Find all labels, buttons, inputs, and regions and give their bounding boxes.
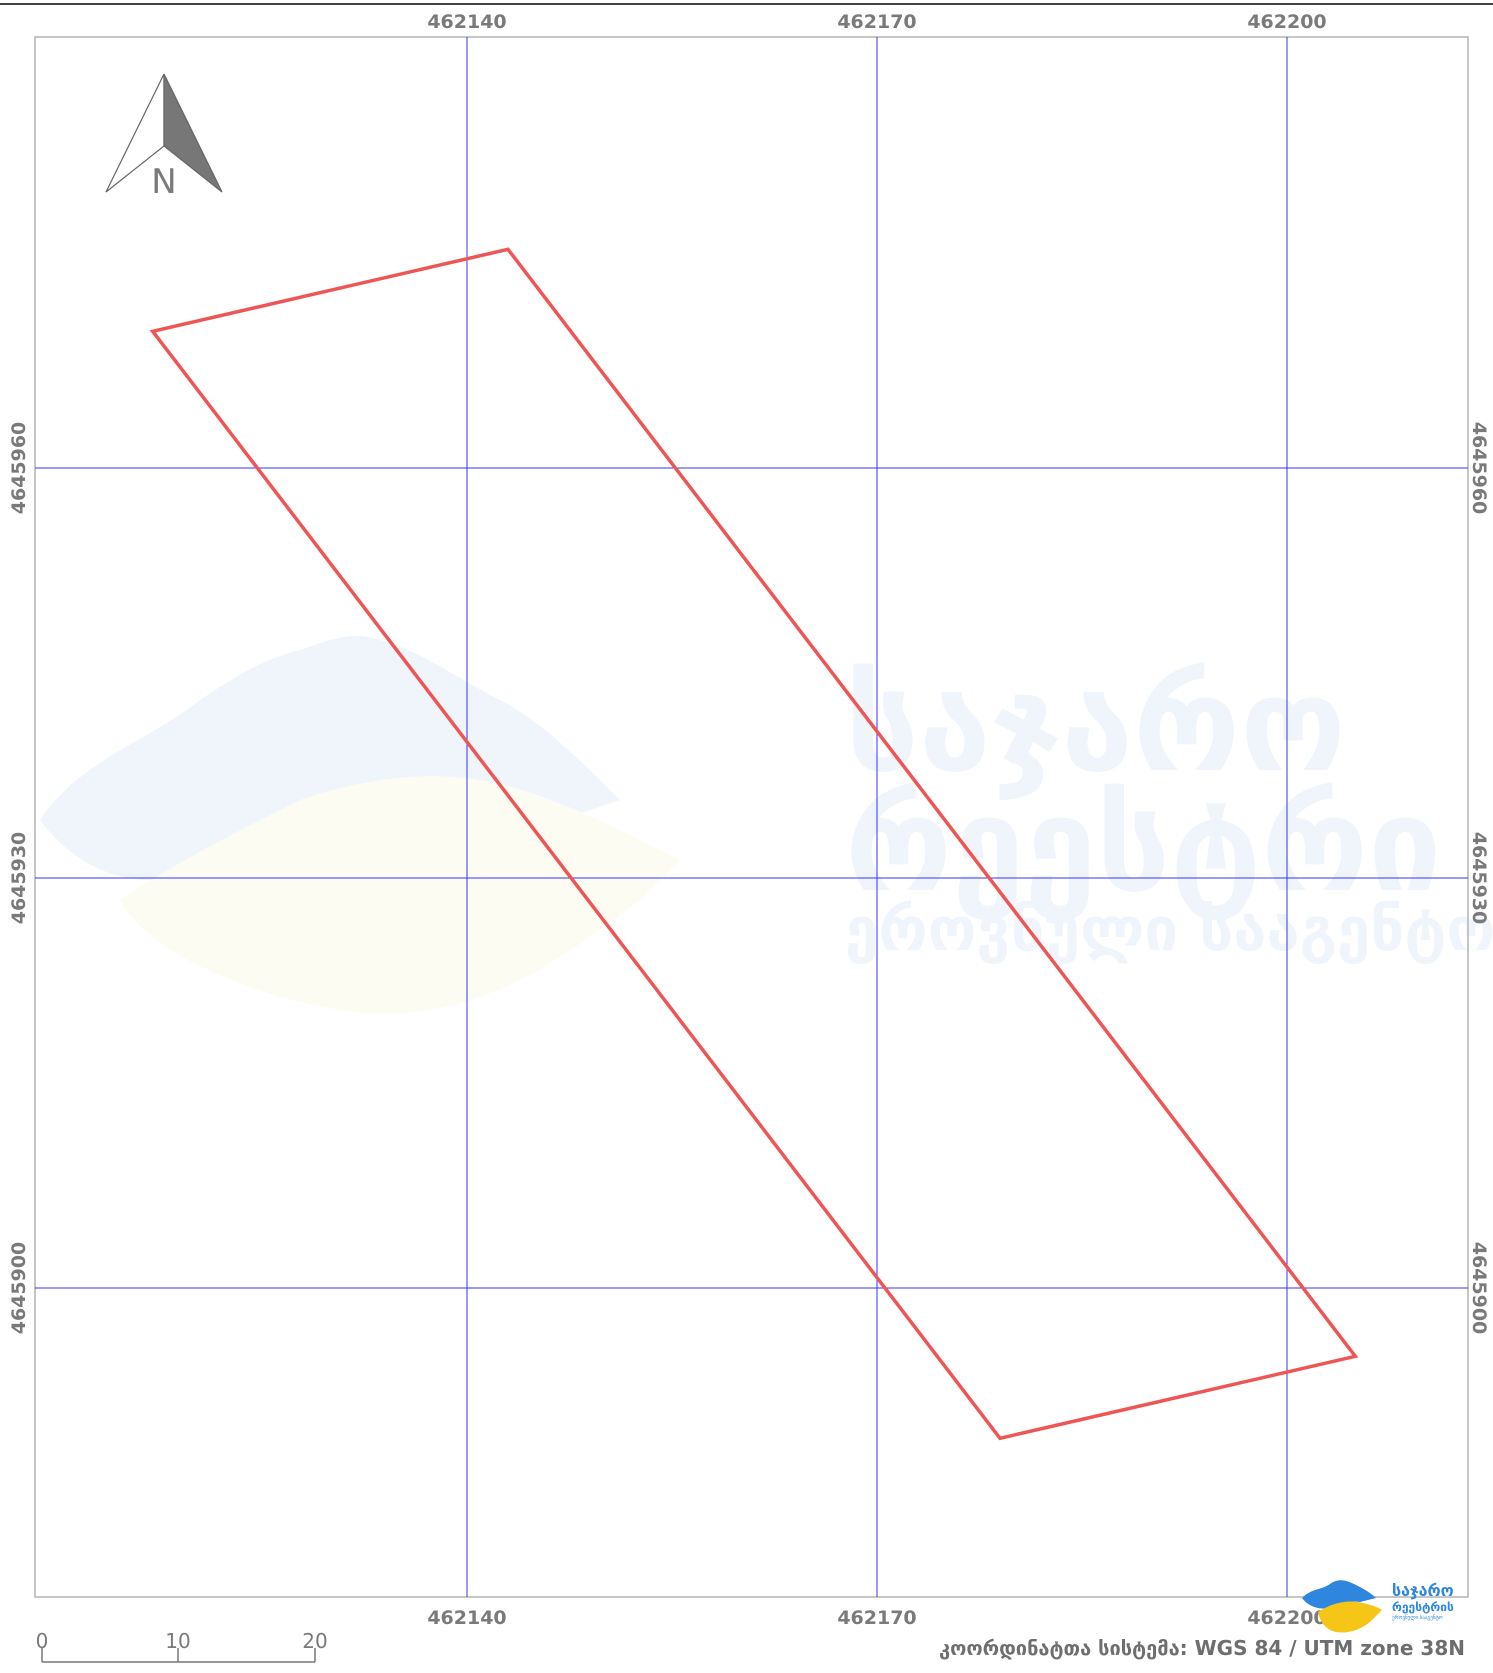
north-arrow-right-half	[163, 73, 223, 193]
map-frame	[34, 36, 1469, 1598]
grid-lines	[35, 37, 1468, 1597]
logo-line-3: ეროვნული სააგენტო	[1392, 1614, 1443, 1621]
scale-bar-label-10: 10	[165, 1629, 190, 1653]
scale-bar-label-20: 20	[302, 1629, 327, 1653]
coordinate-system-text: კოორდინატთა სისტემა: WGS 84 / UTM zone 3…	[939, 1636, 1465, 1660]
logo-map-yellow-icon	[1318, 1601, 1382, 1633]
logo-map-blue-icon	[1302, 1580, 1376, 1609]
grid-label-bottom-462170: 462170	[837, 1607, 916, 1629]
grid-label-right-4645930: 4645930	[1468, 832, 1490, 925]
north-arrow-icon: N	[105, 73, 223, 202]
grid-label-left-4645900: 4645900	[8, 1242, 30, 1335]
grid-label-top-462200: 462200	[1247, 11, 1326, 33]
watermark-line-3: ეროვნული სააგენტო	[845, 895, 1493, 965]
agency-logo: საჯარო რეესტრის ეროვნული სააგენტო	[1302, 1580, 1454, 1633]
grid-label-right-4645900: 4645900	[1468, 1242, 1490, 1335]
logo-line-2: რეესტრის	[1392, 1600, 1454, 1614]
watermark: საჯარო რეესტრი ეროვნული სააგენტო	[40, 635, 1493, 1014]
north-arrow-label: N	[151, 162, 176, 202]
scale-bar: 0 10 20	[36, 1629, 328, 1663]
grid-label-bottom-462200: 462200	[1247, 1607, 1326, 1629]
watermark-map-shape-blue	[40, 635, 620, 880]
watermark-line-2: რეესტრი	[845, 769, 1441, 921]
logo-line-1: საჯარო	[1392, 1581, 1454, 1600]
grid-label-top-462170: 462170	[837, 11, 916, 33]
parcel-polygon[interactable]	[149, 247, 1359, 1441]
grid-labels: 462140 462140 462170 462170 462200 462200 4645…	[8, 11, 1490, 1629]
watermark-line-1: საჯარო	[845, 649, 1346, 801]
grid-label-right-4645960: 4645960	[1468, 422, 1490, 515]
grid-label-top-462140: 462140	[427, 11, 506, 33]
grid-label-left-4645960: 4645960	[8, 422, 30, 515]
grid-label-bottom-462140: 462140	[427, 1607, 506, 1629]
grid-label-left-4645930: 4645930	[8, 832, 30, 925]
scale-bar-label-0: 0	[36, 1629, 49, 1653]
